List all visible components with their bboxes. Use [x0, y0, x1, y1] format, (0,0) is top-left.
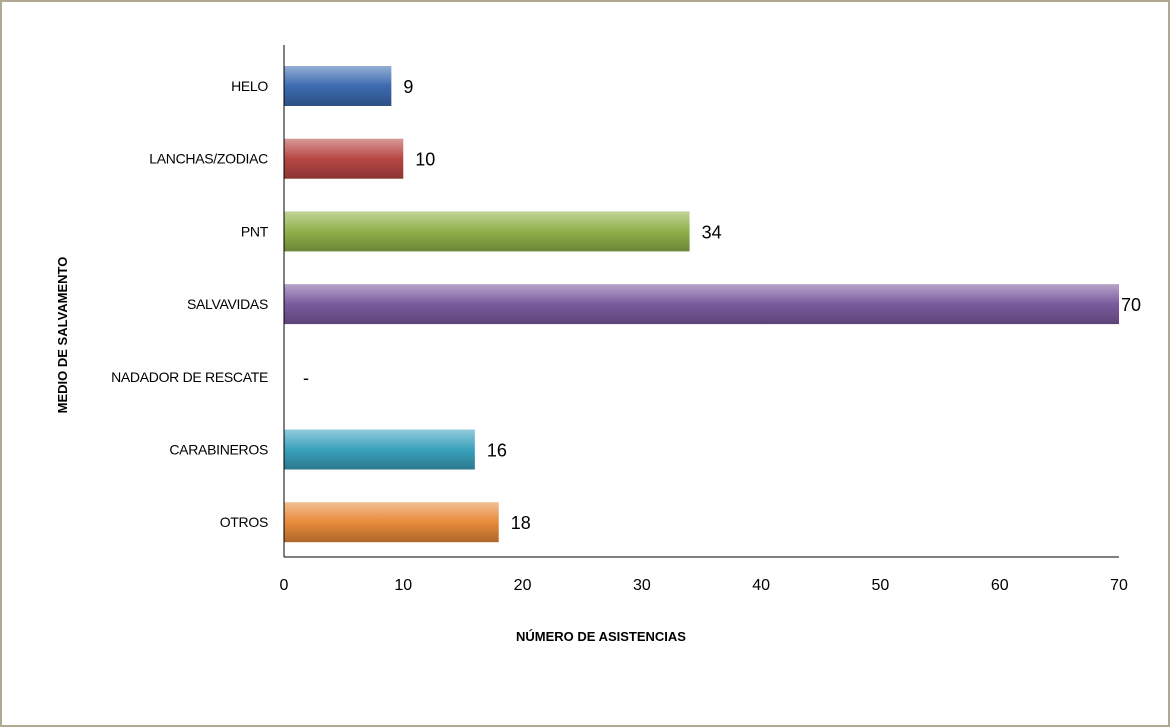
- data-label: 34: [702, 222, 722, 242]
- data-labels-group: 9 10 34 70 - 16 18: [303, 77, 1141, 533]
- data-label: 9: [403, 77, 413, 97]
- data-label: 16: [487, 441, 507, 461]
- x-tick-label: 70: [1110, 577, 1128, 594]
- data-label: 10: [415, 150, 435, 170]
- bar-lanchas-zodiac: [284, 138, 404, 179]
- x-axis-title: NÚMERO DE ASISTENCIAS: [516, 629, 686, 644]
- category-label: CARABINEROS: [169, 442, 268, 458]
- x-tick-label: 50: [872, 577, 890, 594]
- x-tick-label: 10: [394, 577, 412, 594]
- x-tick-label: 20: [514, 577, 532, 594]
- bars-group: [284, 66, 1119, 543]
- category-label: HELO: [231, 78, 268, 94]
- category-labels-group: HELO LANCHAS/ZODIAC PNT SALVAVIDAS NADADOR D…: [111, 78, 269, 530]
- bar-helo: [284, 66, 392, 106]
- axes-group: [283, 45, 1119, 558]
- category-label: PNT: [241, 223, 269, 239]
- bar-salvavidas: [284, 284, 1119, 325]
- category-label: OTROS: [220, 514, 268, 530]
- bar-pnt: [284, 211, 690, 252]
- data-label: 70: [1121, 295, 1141, 315]
- x-tick-label: 60: [991, 577, 1009, 594]
- data-label: -: [303, 368, 309, 388]
- data-label: 18: [511, 513, 531, 533]
- category-label: LANCHAS/ZODIAC: [149, 151, 268, 167]
- tick-labels-group: 0 10 20 30 40 50 60 70: [280, 577, 1128, 594]
- x-tick-label: 30: [633, 577, 651, 594]
- bar-carabineros: [284, 429, 475, 470]
- x-tick-label: 0: [280, 577, 289, 594]
- x-tick-label: 40: [752, 577, 770, 594]
- category-label: SALVAVIDAS: [187, 296, 268, 312]
- y-axis-title: MEDIO DE SALVAMENTO: [55, 257, 70, 414]
- bar-otros: [284, 502, 499, 543]
- category-label: NADADOR DE RESCATE: [111, 369, 268, 385]
